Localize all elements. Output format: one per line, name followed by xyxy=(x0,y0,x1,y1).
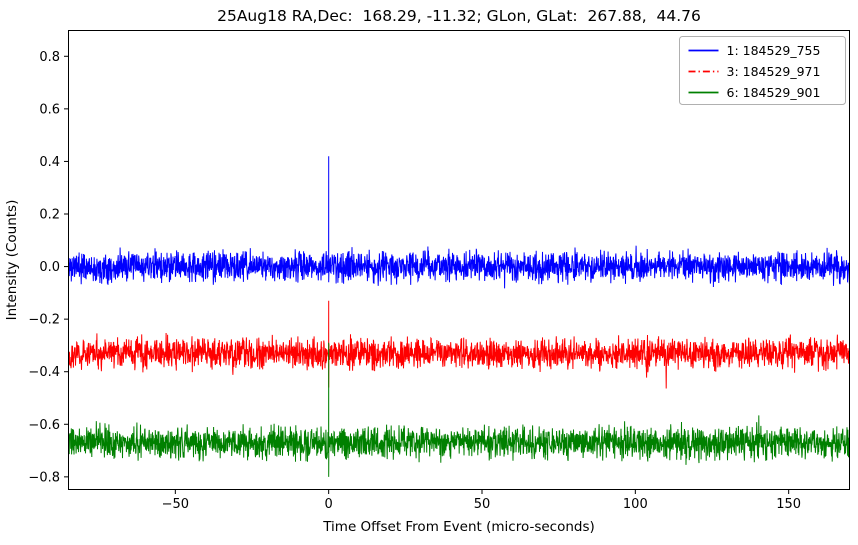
x-tick-label: 50 xyxy=(474,497,491,512)
legend: 1: 184529_755 3: 184529_971 6: 184529_901 xyxy=(679,36,846,105)
series-line-2 xyxy=(68,342,850,477)
x-axis-label: Time Offset From Event (micro-seconds) xyxy=(322,519,595,535)
x-tick-label: 100 xyxy=(623,497,648,512)
y-tick-label: 0.4 xyxy=(39,155,60,170)
y-tick-label: 0.8 xyxy=(39,50,60,65)
y-tick-label: −0.6 xyxy=(28,418,60,433)
x-tick-label: −50 xyxy=(162,497,189,512)
x-tick-label: 0 xyxy=(325,497,333,512)
x-tick-label: 150 xyxy=(776,497,801,512)
legend-entry-label-0: 1: 184529_755 xyxy=(727,43,821,58)
legend-entry-label-1: 3: 184529_971 xyxy=(727,64,821,79)
y-tick-label: 0.0 xyxy=(39,260,60,275)
y-tick-label: −0.8 xyxy=(28,470,60,485)
series-line-1 xyxy=(68,300,850,389)
chart-title: 25Aug18 RA,Dec: 168.29, -11.32; GLon, GL… xyxy=(217,7,701,25)
series-group xyxy=(68,156,850,477)
y-tick-label: −0.2 xyxy=(28,313,60,328)
axes-group: −50 0 50 100 150 −0.8 −0.6 −0.4 −0.2 0.0 0.2 0.4 0.6… xyxy=(28,30,850,512)
y-tick-label: −0.4 xyxy=(28,365,60,380)
series-line-0 xyxy=(68,156,850,289)
plot-border xyxy=(68,30,850,490)
legend-entry-label-2: 6: 184529_901 xyxy=(727,85,821,100)
y-tick-label: 0.6 xyxy=(39,102,60,117)
y-tick-label: 0.2 xyxy=(39,208,60,223)
y-axis-label: Intensity (Counts) xyxy=(4,200,20,321)
legend-box xyxy=(679,36,846,105)
